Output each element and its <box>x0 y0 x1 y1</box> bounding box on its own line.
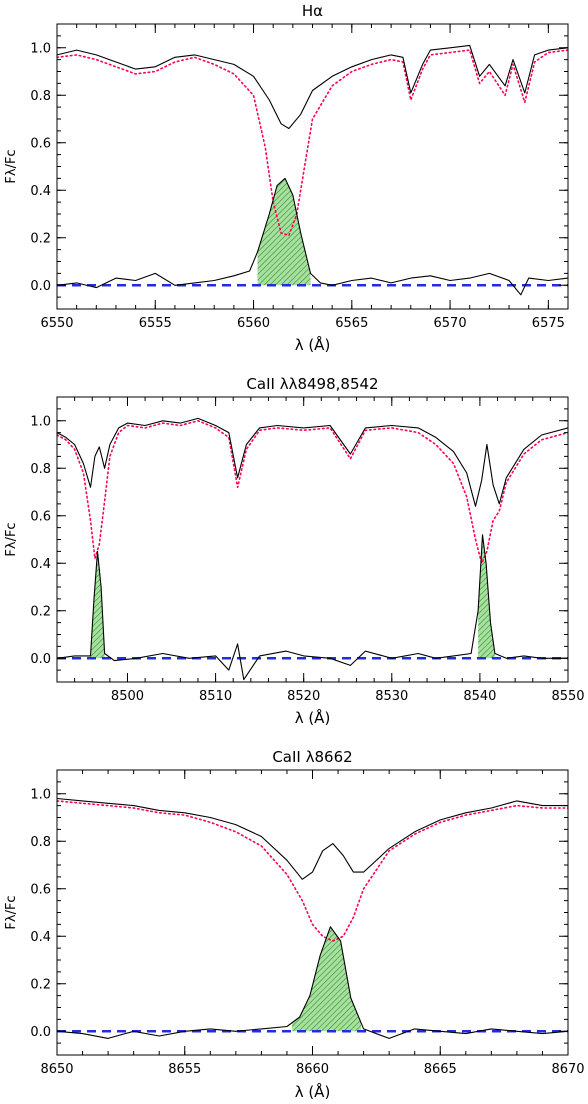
chart-title: CaII λλ8498,8542 <box>246 375 378 393</box>
chart-panel-3: 8650 8655 8660 8665 8670 0.0 0.2 0.4 0.6 0.8 1.0 Ca… <box>4 748 585 1101</box>
series-model <box>57 49 568 237</box>
y-tick-label: 0.2 <box>30 977 51 992</box>
series-residual <box>57 926 568 1039</box>
y-tick-label: 0.6 <box>30 136 51 151</box>
y-tick-label: 0.0 <box>30 652 51 667</box>
chart-panel-2: 8500 8510 8520 8530 8540 8550 0.0 0.2 0.4 0.6 0.8 1… <box>4 375 585 727</box>
y-axis-label: Fλ/Fc <box>4 522 19 556</box>
series-residual <box>57 534 568 681</box>
x-tick-label: 8655 <box>168 1062 201 1077</box>
y-tick-label: 1.0 <box>30 41 51 56</box>
x-tick-label: 8540 <box>463 689 496 704</box>
y-tick-label: 0.8 <box>30 462 51 477</box>
y-tick-label: 0.8 <box>30 835 51 850</box>
x-tick-label: 8550 <box>551 689 584 704</box>
y-tick-label: 0.6 <box>30 882 51 897</box>
y-tick-label: 0.6 <box>30 509 51 524</box>
x-axis-label: λ (Å) <box>295 708 331 727</box>
x-tick-label: 6570 <box>434 316 467 331</box>
x-tick-label: 6550 <box>40 316 73 331</box>
y-tick-label: 0.8 <box>30 89 51 104</box>
series-observed <box>57 797 568 880</box>
x-tick-label: 8510 <box>199 689 232 704</box>
series-model <box>57 800 568 942</box>
y-tick-label: 0.4 <box>30 930 51 945</box>
y-axis-label: Fλ/Fc <box>4 895 19 929</box>
x-tick-label: 8670 <box>551 1062 584 1077</box>
series-observed <box>57 417 568 507</box>
x-axis-label: λ (Å) <box>295 1082 331 1101</box>
x-tick-label: 8520 <box>287 689 320 704</box>
y-tick-label: 0.2 <box>30 231 51 246</box>
x-tick-label: 6575 <box>532 316 565 331</box>
x-tick-label: 8665 <box>424 1062 457 1077</box>
plot-area <box>57 44 568 296</box>
series-model <box>57 420 568 565</box>
y-axis-label: Fλ/Fc <box>4 149 19 183</box>
emission-fill-1 <box>257 178 311 286</box>
x-tick-label: 8500 <box>111 689 144 704</box>
x-tick-label: 6560 <box>237 316 270 331</box>
y-tick-label: 1.0 <box>30 787 51 802</box>
series-residual <box>57 177 568 296</box>
x-tick-label: 8660 <box>296 1062 329 1077</box>
x-tick-label: 8650 <box>40 1062 73 1077</box>
y-tick-label: 0.0 <box>30 1025 51 1040</box>
y-tick-label: 0.0 <box>30 279 51 294</box>
chart-title: Hα <box>302 2 323 20</box>
x-axis-label: λ (Å) <box>295 335 331 354</box>
x-tick-label: 6555 <box>139 316 172 331</box>
y-tick-label: 0.4 <box>30 184 51 199</box>
emission-fill-1 <box>292 926 361 1032</box>
y-tick-label: 0.2 <box>30 604 51 619</box>
chart-title: CaII λ8662 <box>272 748 352 766</box>
chart-panel-1: 6550 6555 6560 6565 6570 6575 0.0 0.2 0.4 0.6 0.8 1… <box>4 2 569 354</box>
x-tick-label: 6565 <box>335 316 368 331</box>
x-tick-label: 8530 <box>375 689 408 704</box>
series-observed <box>57 44 568 130</box>
plot-area <box>57 417 568 681</box>
plot-area <box>57 797 568 1039</box>
y-tick-label: 1.0 <box>30 414 51 429</box>
y-tick-label: 0.4 <box>30 557 51 572</box>
emission-fill-1 <box>90 551 105 659</box>
